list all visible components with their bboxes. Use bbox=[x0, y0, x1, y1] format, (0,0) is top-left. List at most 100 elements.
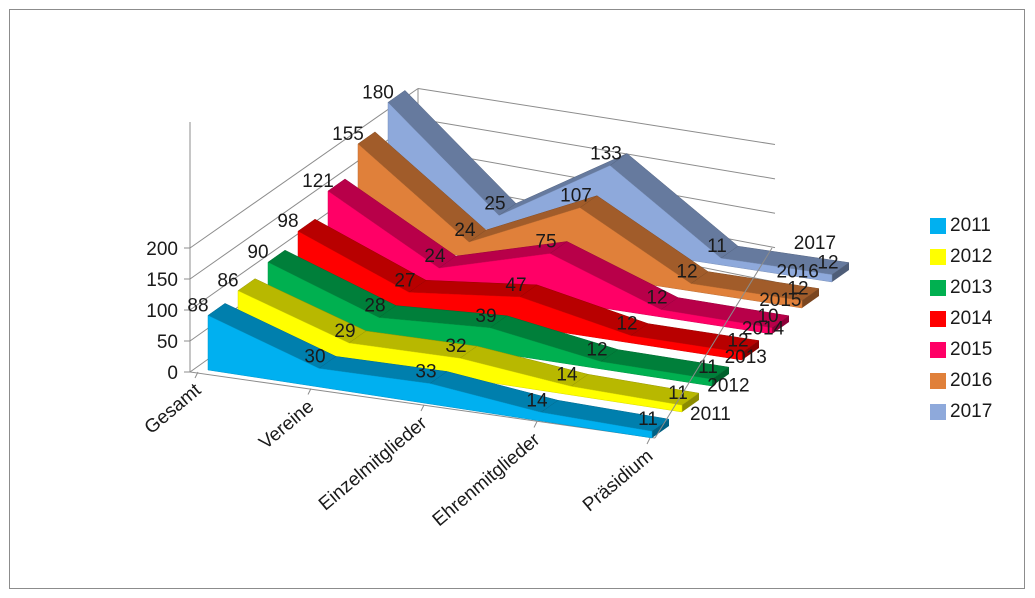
legend-swatch bbox=[930, 249, 946, 265]
data-label: 180 bbox=[362, 82, 394, 103]
x-tick-label: Vereine bbox=[255, 396, 318, 454]
data-label: 25 bbox=[484, 194, 505, 215]
legend-item-2014: 2014 bbox=[930, 307, 992, 331]
depth-axis-line bbox=[654, 247, 773, 439]
data-label: 10 bbox=[757, 306, 778, 327]
data-label: 24 bbox=[454, 220, 476, 241]
data-label: 39 bbox=[475, 306, 496, 327]
x-tick-mark bbox=[194, 371, 199, 379]
area-front-face bbox=[297, 230, 743, 361]
area-front-face bbox=[207, 315, 653, 439]
data-label: 11 bbox=[668, 383, 688, 404]
x-tick-mark bbox=[533, 421, 538, 428]
legend-item-2015: 2015 bbox=[930, 338, 992, 362]
legend-item-2016: 2016 bbox=[930, 369, 992, 393]
data-label: 30 bbox=[304, 346, 325, 367]
series-areas bbox=[207, 90, 850, 439]
gridline-side bbox=[189, 88, 419, 249]
depth-tick-label: 2011 bbox=[690, 404, 731, 425]
area-end-face bbox=[802, 288, 819, 308]
x-tick-label: Gesamt bbox=[141, 379, 206, 438]
data-label: 47 bbox=[505, 275, 526, 296]
legend-label: 2012 bbox=[950, 246, 993, 267]
depth-axis: 2011 2012 2013 2014 2015 2016 2017 bbox=[654, 233, 836, 439]
area-front-face bbox=[237, 290, 683, 413]
legend-label: 2015 bbox=[950, 339, 993, 360]
legend-swatch bbox=[930, 373, 946, 389]
area-front-face bbox=[357, 143, 803, 309]
data-label: 29 bbox=[334, 321, 355, 342]
data-labels: 180 25 133 11 12 155 24 107 12 12 121 24 75 12 10 98 27 4… bbox=[187, 82, 838, 430]
series-2016 bbox=[357, 131, 820, 309]
data-label: 27 bbox=[394, 270, 415, 291]
y-tick-label: 150 bbox=[146, 270, 178, 291]
legend-label: 2011 bbox=[950, 215, 991, 236]
area-front-face bbox=[387, 101, 833, 283]
data-label: 12 bbox=[646, 288, 667, 309]
data-label: 12 bbox=[676, 262, 697, 283]
data-label: 86 bbox=[217, 271, 238, 292]
depth-tick-label: 2015 bbox=[759, 290, 801, 311]
data-label: 75 bbox=[535, 232, 556, 253]
y-tick-label: 50 bbox=[157, 332, 178, 353]
data-label: 11 bbox=[638, 409, 658, 430]
data-label: 98 bbox=[277, 211, 298, 232]
legend-label: 2013 bbox=[950, 277, 993, 298]
y-tick-label: 0 bbox=[167, 363, 178, 384]
legend-swatch bbox=[930, 342, 946, 358]
area-front-face bbox=[267, 261, 713, 387]
data-label: 14 bbox=[526, 390, 548, 411]
legend-item-2013: 2013 bbox=[930, 276, 992, 300]
data-label: 107 bbox=[560, 186, 592, 207]
legend-item-2012: 2012 bbox=[930, 245, 992, 269]
depth-tick-label: 2012 bbox=[707, 376, 749, 397]
y-axis: 0 50 100 150 200 bbox=[146, 239, 190, 384]
x-tick-mark bbox=[646, 437, 651, 445]
x-tick-label: Präsidium bbox=[579, 446, 657, 516]
data-label: 14 bbox=[556, 364, 578, 385]
data-label: 12 bbox=[817, 253, 838, 274]
depth-tick-label: 2016 bbox=[777, 262, 819, 283]
legend-item-2017: 2017 bbox=[930, 400, 992, 424]
data-label: 24 bbox=[424, 246, 446, 267]
series-2012 bbox=[237, 278, 700, 413]
series-2017 bbox=[387, 90, 850, 283]
data-label: 90 bbox=[247, 242, 268, 263]
area-end-face bbox=[682, 393, 699, 412]
legend-swatch bbox=[930, 404, 946, 420]
legend-label: 2017 bbox=[950, 401, 993, 422]
data-label: 12 bbox=[787, 279, 808, 300]
series-2013 bbox=[267, 249, 730, 387]
depth-tick-label: 2014 bbox=[742, 319, 785, 340]
data-label: 121 bbox=[302, 171, 334, 192]
area-end-face bbox=[712, 367, 729, 386]
depth-tick-label: 2017 bbox=[794, 233, 836, 254]
gridline-back bbox=[417, 87, 776, 145]
legend-item-2011: 2011 bbox=[930, 214, 991, 238]
legend-label: 2014 bbox=[950, 308, 993, 329]
data-label: 28 bbox=[364, 296, 385, 317]
series-2014 bbox=[297, 218, 760, 361]
legend-swatch bbox=[930, 218, 946, 234]
data-label: 88 bbox=[187, 295, 208, 316]
series-2011 bbox=[207, 303, 670, 439]
gridline-back bbox=[417, 118, 776, 180]
x-tick-mark bbox=[307, 388, 312, 395]
x-tick-mark bbox=[420, 404, 425, 412]
y-tick-label: 100 bbox=[146, 301, 178, 322]
legend-swatch bbox=[930, 311, 946, 327]
area-end-face bbox=[832, 262, 849, 282]
data-label: 133 bbox=[590, 144, 622, 165]
legend-label: 2016 bbox=[950, 370, 993, 391]
legend-swatch bbox=[930, 280, 946, 296]
y-tick-label: 200 bbox=[146, 239, 178, 260]
x-tick-label: Ehrenmitglieder bbox=[429, 429, 545, 531]
data-label: 12 bbox=[616, 314, 637, 335]
x-tick-label: Einzelmitglieder bbox=[315, 412, 432, 515]
area-end-face bbox=[772, 315, 789, 334]
depth-tick-label: 2013 bbox=[725, 347, 767, 368]
series-2015 bbox=[327, 178, 790, 335]
data-label: 11 bbox=[698, 357, 718, 378]
area-front-face bbox=[327, 190, 773, 335]
